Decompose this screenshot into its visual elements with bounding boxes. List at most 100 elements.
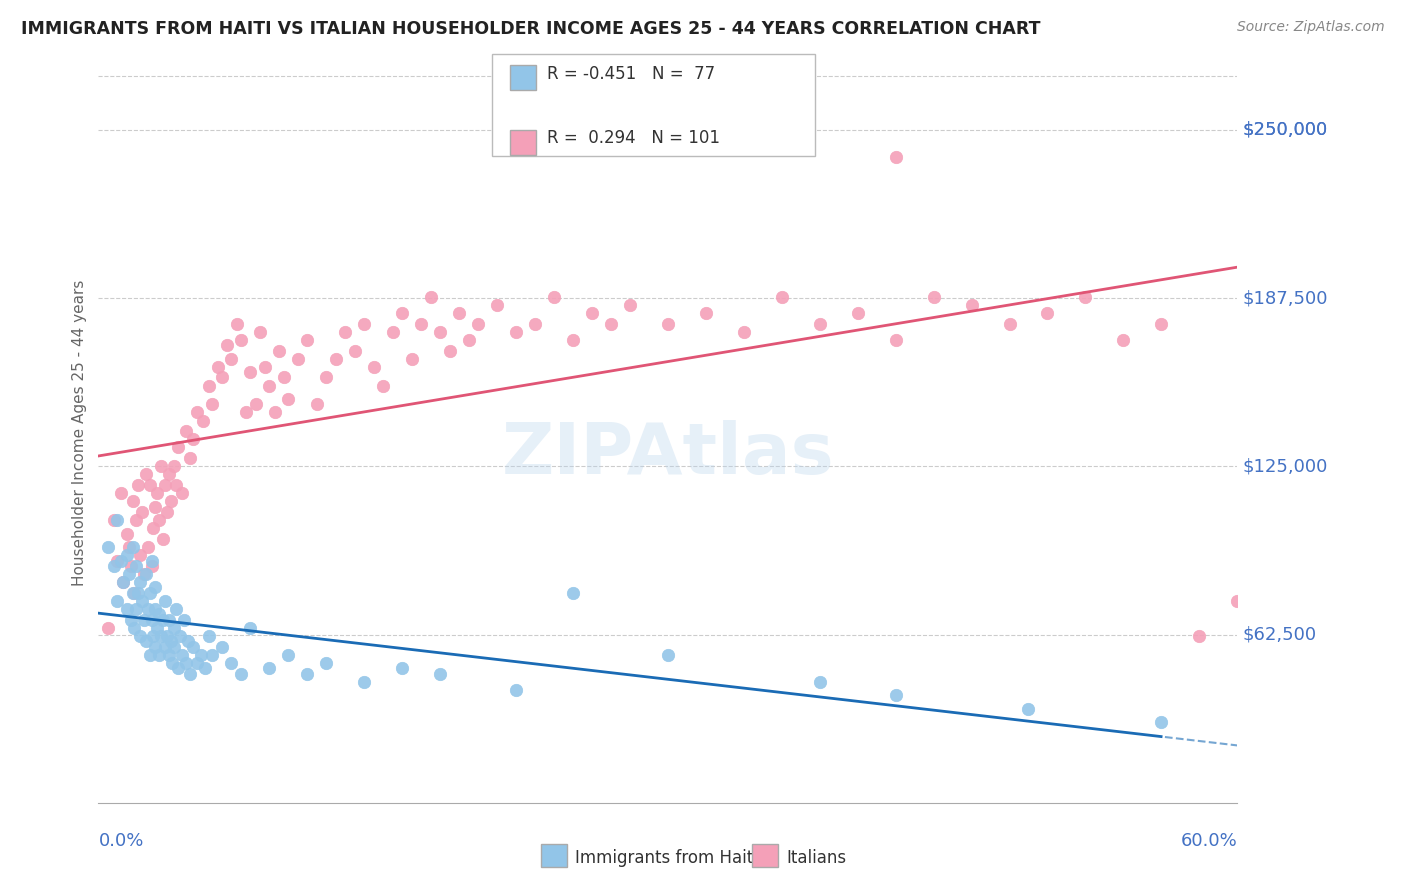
Point xyxy=(120,558,142,573)
Point xyxy=(115,548,138,562)
Point xyxy=(297,333,319,347)
Point xyxy=(127,478,149,492)
Point xyxy=(277,392,299,406)
Point xyxy=(135,634,157,648)
Point xyxy=(353,674,375,689)
Point xyxy=(136,540,159,554)
Point xyxy=(191,413,214,427)
Point xyxy=(429,666,451,681)
Point xyxy=(146,621,169,635)
Point xyxy=(254,359,277,374)
Point xyxy=(97,621,120,635)
Point xyxy=(335,325,357,339)
Point xyxy=(141,558,163,573)
Point xyxy=(135,566,157,581)
Point xyxy=(146,486,169,500)
Point xyxy=(1112,333,1135,347)
Point xyxy=(170,486,193,500)
Point xyxy=(145,581,167,595)
Point xyxy=(401,351,423,366)
Point xyxy=(103,558,125,573)
Point xyxy=(273,370,295,384)
Point xyxy=(107,553,129,567)
Point xyxy=(156,629,179,643)
Point xyxy=(486,298,509,312)
Point xyxy=(141,613,163,627)
Point xyxy=(1036,306,1059,320)
Point xyxy=(922,290,945,304)
Point xyxy=(217,338,239,352)
Point xyxy=(249,325,271,339)
Point xyxy=(657,317,679,331)
Point xyxy=(121,540,143,554)
Point xyxy=(97,540,120,554)
Point xyxy=(449,306,471,320)
Point xyxy=(129,548,152,562)
Point xyxy=(221,351,243,366)
Point xyxy=(363,359,385,374)
Point xyxy=(159,494,181,508)
Point xyxy=(808,317,831,331)
Point xyxy=(107,513,129,527)
Point xyxy=(543,290,565,304)
Point xyxy=(118,540,141,554)
Point xyxy=(157,467,180,482)
Text: $250,000: $250,000 xyxy=(1243,120,1329,139)
Point xyxy=(179,451,201,466)
Point xyxy=(457,333,479,347)
Point xyxy=(194,661,217,675)
Point xyxy=(136,602,159,616)
Point xyxy=(524,317,547,331)
Point xyxy=(121,494,143,508)
Text: $62,500: $62,500 xyxy=(1243,625,1317,643)
Point xyxy=(239,621,262,635)
Point xyxy=(152,532,174,546)
Point xyxy=(277,648,299,662)
Point xyxy=(391,661,413,675)
Point xyxy=(112,575,135,590)
Point xyxy=(235,405,257,419)
Point xyxy=(129,575,152,590)
Point xyxy=(121,586,143,600)
Point xyxy=(173,613,195,627)
Point xyxy=(259,661,281,675)
Point xyxy=(118,566,141,581)
Point xyxy=(174,656,197,670)
Point xyxy=(343,343,366,358)
Point xyxy=(159,634,181,648)
Point xyxy=(179,666,201,681)
Point xyxy=(419,290,441,304)
Point xyxy=(145,640,167,654)
Point xyxy=(174,424,197,438)
Point xyxy=(152,613,174,627)
Point xyxy=(135,467,157,482)
Point xyxy=(150,459,173,474)
Point xyxy=(107,594,129,608)
Point xyxy=(264,405,287,419)
Point xyxy=(884,333,907,347)
Point xyxy=(157,648,180,662)
Point xyxy=(267,343,290,358)
Text: Italians: Italians xyxy=(786,849,846,867)
Point xyxy=(141,553,163,567)
Point xyxy=(619,298,641,312)
Point xyxy=(115,526,138,541)
Point xyxy=(150,629,173,643)
Point xyxy=(170,648,193,662)
Point xyxy=(138,478,160,492)
Point xyxy=(1226,594,1249,608)
Point xyxy=(211,370,233,384)
Point xyxy=(960,298,983,312)
Point xyxy=(167,441,190,455)
Point xyxy=(562,586,585,600)
Point xyxy=(239,365,262,379)
Point xyxy=(1150,714,1173,729)
Y-axis label: Householder Income Ages 25 - 44 years: Householder Income Ages 25 - 44 years xyxy=(72,279,87,586)
Point xyxy=(411,317,433,331)
Point xyxy=(190,648,212,662)
Point xyxy=(165,602,187,616)
Point xyxy=(229,666,252,681)
Point xyxy=(439,343,461,358)
Point xyxy=(211,640,233,654)
Point xyxy=(297,666,319,681)
